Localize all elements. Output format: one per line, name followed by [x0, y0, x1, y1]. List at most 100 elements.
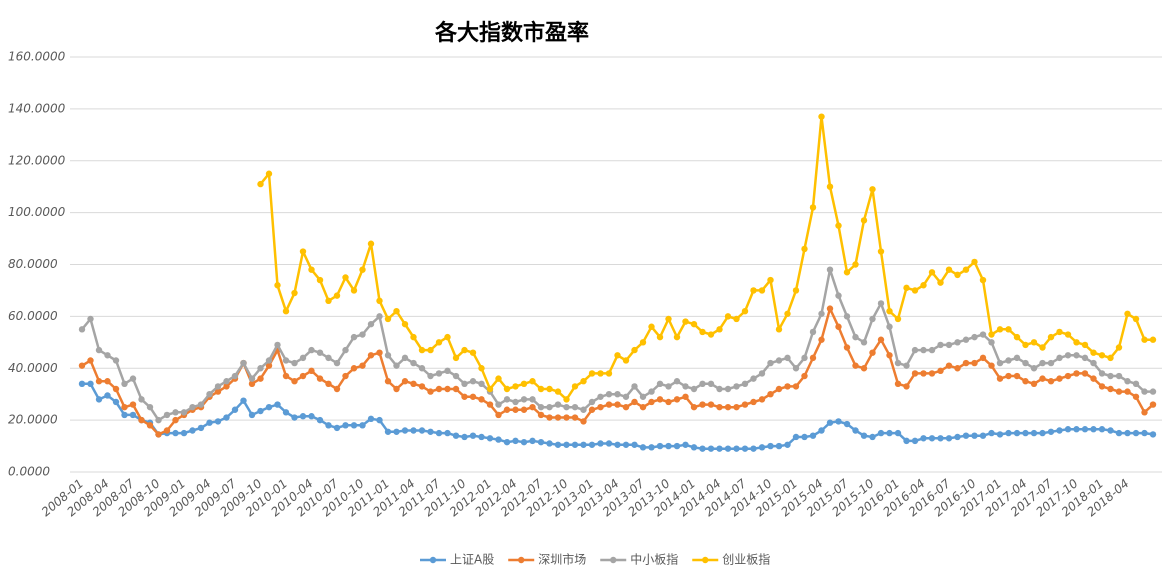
data-point [393, 307, 400, 315]
data-point [911, 287, 919, 294]
data-point [376, 313, 383, 320]
data-point [121, 380, 128, 388]
data-point [809, 432, 817, 439]
data-point [869, 186, 876, 193]
data-point [792, 383, 800, 390]
data-point [512, 398, 519, 406]
legend-label: 上证A股 [450, 553, 494, 567]
data-point [1081, 426, 1089, 433]
data-point [376, 349, 383, 356]
data-point [1022, 341, 1029, 349]
data-point [852, 261, 859, 268]
y-tick-label: 80.0000 [8, 257, 58, 271]
data-point [367, 415, 375, 423]
data-point [945, 362, 953, 369]
data-point [792, 365, 800, 372]
data-point [996, 431, 1004, 438]
data-point [257, 375, 264, 382]
data-point [894, 315, 902, 323]
data-point [1073, 339, 1080, 346]
data-point [911, 346, 919, 354]
data-point [1115, 372, 1123, 380]
data-point [529, 403, 536, 411]
data-point [690, 403, 698, 411]
data-point [988, 429, 995, 437]
data-point [656, 396, 664, 403]
data-point [384, 428, 392, 435]
data-point [359, 266, 366, 273]
data-point [206, 390, 213, 398]
data-point [988, 362, 995, 369]
data-point [945, 266, 953, 273]
data-point [469, 432, 477, 439]
data-point [988, 331, 995, 338]
data-point [1005, 357, 1012, 364]
data-point [775, 326, 783, 333]
data-point [971, 258, 978, 266]
data-point [427, 346, 434, 354]
data-point [546, 385, 553, 393]
data-point [452, 385, 460, 393]
data-point [699, 328, 706, 336]
chart-title: 各大指数市盈率 [434, 20, 589, 46]
data-point [410, 359, 417, 367]
data-point [257, 180, 264, 188]
data-point [954, 339, 961, 346]
data-point [639, 339, 647, 346]
data-point [699, 445, 706, 452]
data-point [733, 315, 740, 323]
data-point [741, 401, 749, 408]
data-point [248, 375, 256, 382]
data-point [537, 385, 545, 393]
series-line [81, 307, 1154, 436]
data-point [563, 396, 570, 403]
data-point [503, 438, 511, 446]
data-point [1098, 426, 1106, 433]
data-point [1081, 341, 1089, 349]
data-point [495, 411, 502, 419]
data-point [342, 274, 349, 281]
data-point [206, 419, 213, 426]
y-tick-label: 120.0000 [8, 153, 66, 167]
data-point [1098, 370, 1106, 377]
legend-item: 中小板指 [600, 552, 678, 567]
y-tick-label: 20.0000 [8, 413, 58, 427]
data-point [767, 359, 774, 367]
data-point [197, 424, 205, 432]
data-point [87, 357, 94, 364]
data-point [1013, 372, 1021, 380]
data-point [801, 433, 808, 441]
data-point [308, 346, 315, 354]
data-point [223, 383, 230, 390]
data-point [869, 315, 876, 323]
data-point [112, 385, 120, 393]
data-point [605, 370, 613, 377]
data-point [316, 416, 324, 424]
data-point [1090, 349, 1097, 356]
data-point [316, 375, 324, 382]
data-point [291, 359, 298, 367]
data-point [520, 396, 528, 403]
data-point [928, 435, 936, 442]
data-point [835, 222, 842, 229]
data-point [350, 422, 358, 429]
data-point [1022, 359, 1029, 367]
data-point [461, 433, 468, 441]
data-point [384, 378, 392, 385]
data-point [724, 385, 732, 393]
data-point [835, 292, 842, 299]
data-point [1005, 429, 1012, 437]
data-point [648, 323, 655, 330]
y-tick-label: 140.0000 [8, 101, 66, 115]
data-point [571, 383, 579, 390]
data-point [155, 416, 162, 424]
data-point [529, 396, 536, 403]
data-point [1030, 380, 1038, 388]
data-point [461, 393, 468, 400]
data-point [1098, 383, 1106, 390]
data-point [843, 269, 851, 276]
data-point [979, 354, 987, 362]
data-point [308, 413, 315, 420]
data-point [427, 428, 434, 435]
